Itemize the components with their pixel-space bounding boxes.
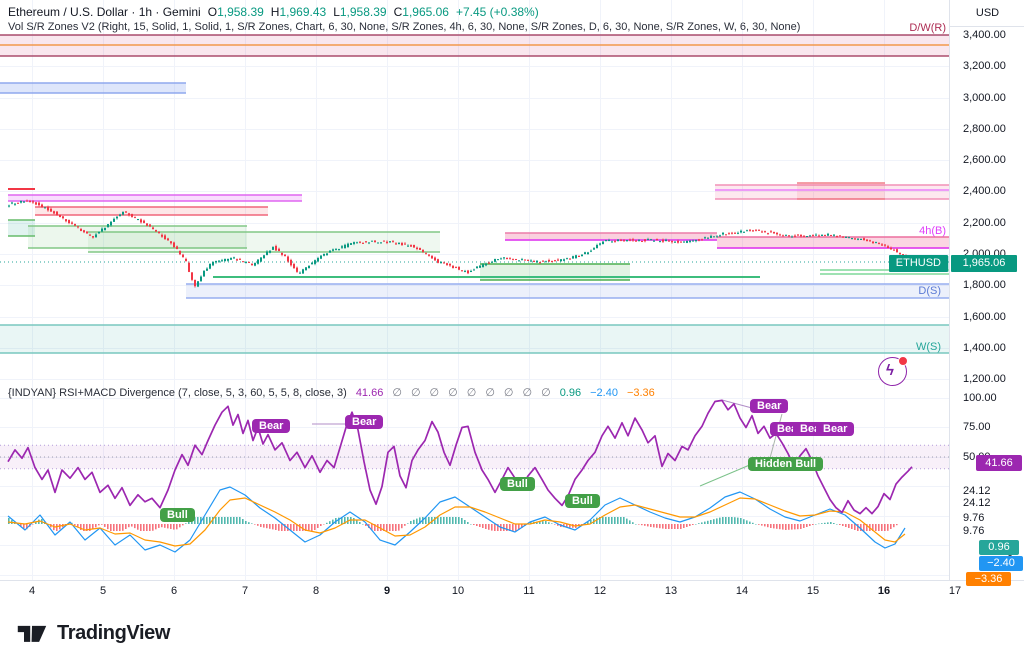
sr-zones-title: Vol S/R Zones V2 (Right, 15, Solid, 1, S…	[8, 21, 801, 33]
price-axis-tick: 2,600.00	[963, 154, 1006, 166]
time-axis-label: 15	[806, 585, 820, 597]
price-axis-tick: 2,400.00	[963, 185, 1006, 197]
rsi-macd-value: 41.66	[355, 387, 384, 399]
bull-divergence-label: Bull	[160, 508, 195, 522]
time-axis-label: 17	[948, 585, 962, 597]
tradingview-logo-text: TradingView	[57, 621, 171, 644]
rsi-macd-value: ∅	[466, 387, 477, 399]
time-axis[interactable]: 4 5 6 7 8 9 10 11 12 13 14 15 16 17	[0, 580, 1024, 605]
rsi-macd-value: ∅	[448, 387, 458, 399]
bull-divergence-label: Bull	[565, 494, 600, 508]
indicator-value-tag: 0.96	[979, 539, 1019, 555]
indicator-legend-rsi-macd[interactable]: {INDYAN} RSI+MACD Divergence (7, close, …	[8, 386, 655, 399]
price-axis-tick: 75.00	[963, 421, 991, 433]
price-axis-tick: 3,200.00	[963, 60, 1006, 72]
ohlc-close-label: C	[393, 5, 403, 19]
ohlc-low-value: 1,958.39	[339, 5, 387, 19]
indicator-value-tag: −3.36	[966, 572, 1011, 586]
time-axis-label: 4	[28, 585, 36, 597]
price-axis-tick: 9.76	[963, 512, 985, 524]
price-axis-tick: 2,800.00	[963, 123, 1006, 135]
rsi-macd-value: 0.96	[559, 387, 582, 399]
lightning-icon: ϟ	[886, 362, 894, 379]
current-price-value-tag: 1,965.06	[951, 255, 1017, 272]
ohlc-close-value: 1,965.06	[402, 5, 449, 19]
indicator-value-tag: 41.66	[976, 455, 1022, 471]
symbol-legend: Ethereum / U.S. Dollar · 1h · Gemini O1,9…	[8, 5, 539, 19]
tradingview-logo-icon	[17, 625, 47, 642]
time-axis-label: 7	[241, 585, 249, 597]
bull-divergence-label: Hidden Bull	[748, 457, 824, 471]
ohlc-open-label: O	[207, 5, 218, 19]
time-axis-label: 10	[451, 585, 465, 597]
price-axis-tick: 3,000.00	[963, 92, 1006, 104]
chart-canvas[interactable]	[0, 0, 949, 580]
price-axis-tick: 1,200.00	[963, 373, 1006, 385]
indicator-legend-sr-zones[interactable]: Vol S/R Zones V2 (Right, 15, Solid, 1, S…	[8, 21, 800, 33]
rsi-macd-value: ∅	[410, 387, 421, 399]
ohlc-high-label: H	[270, 5, 280, 19]
zone-label: D/W(R)	[909, 22, 946, 34]
bull-divergence-label: Bull	[500, 477, 535, 491]
price-axis-tick: 1,800.00	[963, 279, 1006, 291]
price-axis-tick: 100.00	[963, 392, 997, 404]
rsi-macd-value: −2.40	[590, 387, 618, 399]
indicator-value-tag: −2.40	[979, 555, 1023, 571]
rsi-macd-value: ∅	[392, 387, 402, 399]
rsi-macd-value: ∅	[522, 387, 533, 399]
bear-divergence-label: Bear	[345, 415, 384, 429]
bear-divergence-label: Bear	[750, 399, 789, 413]
time-axis-label: 5	[99, 585, 107, 597]
time-axis-label: 11	[523, 585, 535, 597]
zone-label: W(S)	[915, 341, 941, 353]
ohlc-high-value: 1,969.43	[279, 5, 327, 19]
current-price-symbol-tag: ETHUSD	[888, 255, 948, 272]
zone-label: 4h(B)	[919, 225, 946, 237]
price-axis[interactable]: USD 3,400.00 3,200.00 3,000.00 2,800.00 2,60…	[949, 0, 1024, 586]
price-axis-tick: 9.76	[963, 525, 985, 537]
rsi-macd-value: ∅	[541, 387, 551, 399]
rsi-macd-value: −3.36	[626, 387, 655, 399]
time-axis-label: 14	[735, 585, 749, 597]
price-axis-tick: 24.12	[963, 485, 991, 497]
price-axis-tick: 24.12	[963, 497, 991, 509]
quick-order-button[interactable]: ϟ	[878, 356, 908, 386]
time-axis-label: 6	[170, 585, 178, 597]
price-axis-tick: 3,400.00	[963, 29, 1006, 41]
time-axis-label: 12	[593, 585, 607, 597]
bear-divergence-label: Bear	[252, 419, 291, 433]
rsi-macd-value: ∅	[485, 387, 495, 399]
time-axis-label: 16	[877, 585, 891, 597]
tradingview-logo[interactable]: TradingView	[16, 620, 170, 646]
footer: TradingView	[16, 617, 170, 649]
price-axis-unit: USD	[950, 0, 1024, 27]
rsi-macd-title: {INDYAN} RSI+MACD Divergence (7, close, …	[8, 387, 347, 399]
change-value: +7.45 (+0.38%)	[455, 5, 539, 19]
ohlc-open-value: 1,958.39	[217, 5, 264, 19]
ohlc-low-label: L	[333, 5, 340, 19]
chart-region[interactable]: Ethereum / U.S. Dollar · 1h · Gemini O1,9…	[0, 0, 949, 580]
time-axis-label: 9	[383, 585, 391, 597]
time-axis-label: 13	[664, 585, 678, 597]
price-axis-tick: 1,400.00	[963, 342, 1006, 354]
notification-dot	[898, 356, 908, 366]
rsi-macd-value: ∅	[503, 387, 514, 399]
price-axis-tick: 1,600.00	[963, 311, 1006, 323]
time-axis-label: 8	[312, 585, 320, 597]
bear-divergence-label: Bear	[816, 422, 855, 436]
zone-label: D(S)	[918, 285, 941, 297]
symbol-title[interactable]: Ethereum / U.S. Dollar · 1h · Gemini	[8, 5, 201, 19]
price-axis-tick: 2,200.00	[963, 217, 1006, 229]
rsi-macd-value: ∅	[429, 387, 440, 399]
